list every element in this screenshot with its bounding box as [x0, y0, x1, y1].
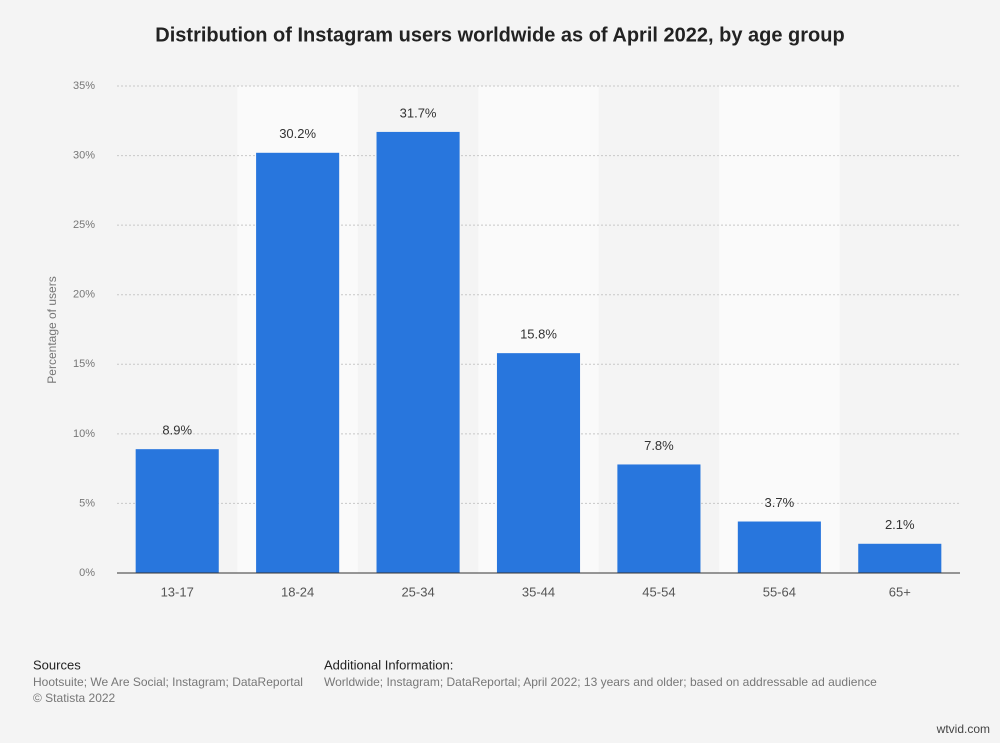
- y-tick-label: 25%: [73, 219, 95, 231]
- y-tick-label: 20%: [73, 289, 95, 301]
- bar: [256, 152, 340, 573]
- y-tick-label: 10%: [73, 428, 95, 440]
- y-tick-label: 5%: [79, 497, 95, 509]
- x-tick-label: 13-17: [161, 584, 194, 599]
- value-label: 3.7%: [765, 495, 795, 510]
- x-tick-label: 25-34: [401, 584, 434, 599]
- y-tick-label: 30%: [73, 149, 95, 161]
- y-tick-label: 15%: [73, 358, 95, 370]
- chart-title: Distribution of Instagram users worldwid…: [155, 24, 844, 46]
- bar: [376, 131, 460, 573]
- x-tick-label: 35-44: [522, 584, 555, 599]
- value-label: 7.8%: [644, 438, 674, 453]
- value-label: 15.8%: [520, 327, 557, 342]
- watermark: wtvid.com: [936, 722, 990, 736]
- bar: [737, 521, 821, 573]
- bar: [496, 353, 581, 573]
- band: [719, 86, 840, 573]
- value-label: 30.2%: [279, 126, 316, 141]
- bar: [858, 543, 942, 573]
- bar: [617, 464, 701, 573]
- y-tick-label: 0%: [79, 567, 95, 579]
- value-label: 2.1%: [885, 517, 915, 532]
- sources-heading: Sources: [33, 657, 81, 672]
- bar: [135, 449, 219, 573]
- info: Worldwide; Instagram; DataReportal; Apri…: [324, 675, 877, 689]
- y-axis-label: Percentage of users: [45, 276, 59, 383]
- x-tick-label: 55-64: [763, 584, 796, 599]
- x-tick-label: 45-54: [642, 584, 675, 599]
- copyright: © Statista 2022: [33, 691, 116, 705]
- x-tick-label: 65+: [889, 584, 911, 599]
- x-tick-label: 18-24: [281, 584, 314, 599]
- info-heading: Additional Information:: [324, 657, 453, 672]
- sources: Hootsuite; We Are Social; Instagram; Dat…: [33, 675, 303, 689]
- value-label: 8.9%: [162, 423, 192, 438]
- value-label: 31.7%: [400, 105, 437, 120]
- y-tick-label: 35%: [73, 80, 95, 92]
